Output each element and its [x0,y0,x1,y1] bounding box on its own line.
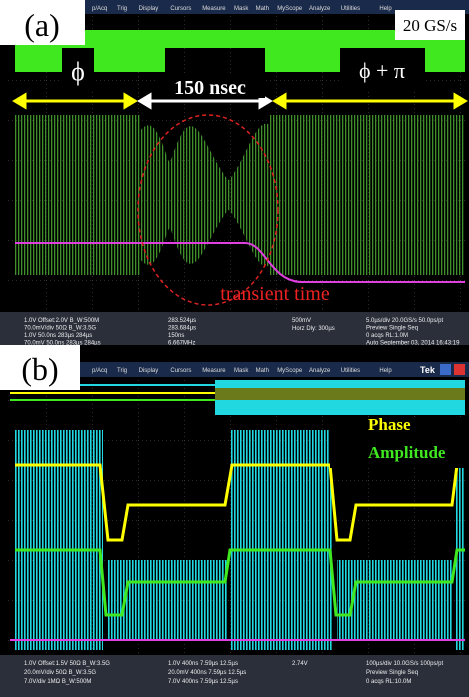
carrier [337,560,453,640]
menu-item: Utilities [341,6,360,12]
menu-item: Math [256,368,269,374]
status-text: 1.0V 50.0ns 283µs 284µs [24,333,92,339]
duration: 150 nsec [174,77,246,99]
carrier [15,430,103,650]
status-text: 1.0V 400ns 7.59µs 12.5µs [168,661,238,667]
carrier [230,430,332,650]
status-text: 283.524µs [168,318,196,324]
status-text: 283.684µs [168,326,196,332]
menu-item: Trig [117,6,127,12]
status-text: 500mV [292,318,311,324]
menu-item: Measure [202,368,226,374]
legend-entry: Phase [368,415,411,434]
carrier [270,115,465,275]
status-text: 2.74V [292,661,308,667]
menu-item: Help [379,368,392,374]
status-text: 7.0V/div 1MΩ B_W:500M [24,679,91,685]
status-text: 20.0mV/div 50Ω B_W:3.5G [24,670,96,676]
sample-rate: 20 GS/s [403,16,457,35]
minimize-button[interactable] [440,364,451,375]
menu-item: Display [139,368,159,374]
menu-item: Analyze [309,6,331,12]
trace [215,388,465,400]
menu-item: Mask [234,6,249,12]
menu-item: Mask [234,368,249,374]
status-text: 0 acqs RL:1.0M [366,333,408,339]
status: 1.0V Offset:1.5V 50Ω B_W:3.5G 20.0mV/div … [24,661,444,685]
carrier [15,115,140,275]
status-text: 0 acqs RL:10.0M [366,679,411,685]
menu-item: Cursors [170,368,191,374]
menu-item: MyScope [277,6,303,12]
status-text: 1.0V Offset:2.0V B_W:500M [24,318,99,324]
legend-entry: Amplitude [368,443,446,462]
close-button[interactable] [454,364,465,375]
menu-item: Analyze [309,368,331,374]
status-text: 20.0mV 400ns 7.59µs 12.5µs [168,670,246,676]
status-text: 5.0µs/div 20.0GS/s 50.0ps/pt [366,318,444,324]
menu-item: Math [256,6,269,12]
status-text: 70.0mV/div 50Ω B_W:3.5G [24,326,96,332]
menu-item: p/Acq [92,6,107,12]
status-text: 1.0V Offset:1.5V 50Ω B_W:3.5G [24,661,110,667]
brand: Tek [420,365,436,375]
status-text: 7.0V 400ns 7.59µs 12.5µs [168,679,238,685]
status-text: Preview Single Seq [366,326,418,332]
menu-item: Utilities [341,368,360,374]
status-text: Horz Dly: 300µs [292,326,335,332]
annotation: transient time [220,283,330,305]
menu-item: Trig [117,368,127,374]
menu-item: Measure [202,6,226,12]
phase-right: ϕ + π [359,58,405,83]
menu-item: p/Acq [92,368,107,374]
status-text: 100µs/div 10.0GS/s 100ps/pt [366,661,444,667]
status-text: Preview Single Seq [366,670,418,676]
menu-item: MyScope [277,368,303,374]
panel-label: (a) [24,7,60,43]
menu-item: Help [379,6,392,12]
screenshot: p/Acq Trig Display Cursors Measure Mask Math My… [0,0,469,697]
status-text: 150ns [168,333,184,339]
phase-left: ϕ [71,57,85,86]
menu-item: Display [139,6,159,12]
menu-item: Cursors [170,6,191,12]
panel-label: (b) [21,351,58,387]
